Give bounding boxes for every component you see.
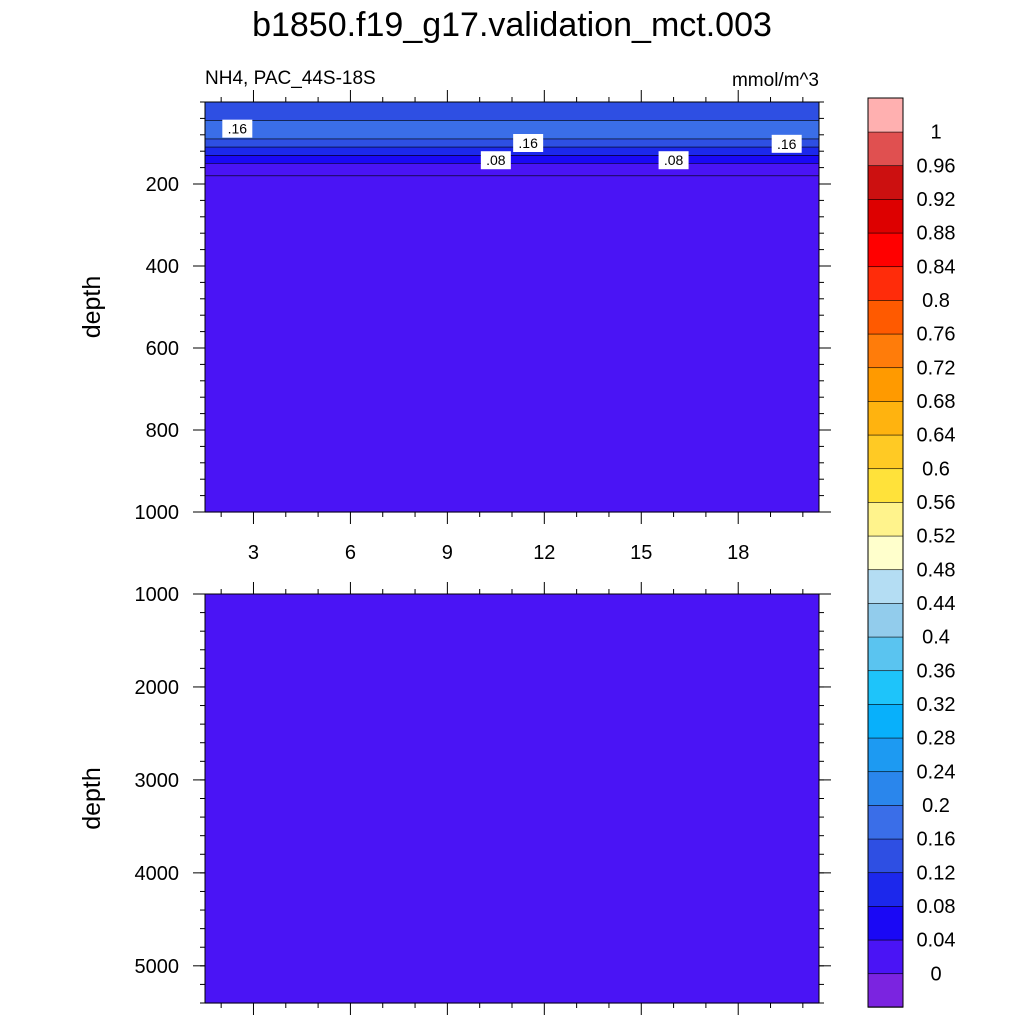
depth-band [205, 594, 819, 1004]
x-tick-label: 9 [442, 542, 453, 564]
depth-band [205, 138, 819, 148]
colorbar-label: 0.56 [917, 492, 956, 514]
contour-label: .08 [664, 152, 684, 168]
contour-label-box [480, 151, 511, 170]
colorbar: 0 0.04 0.08 0.12 0.16 0.2 0.24 0.28 0.32 0.36 0.4 0… [867, 97, 956, 1008]
x-axis: 3 6 9 12 15 18 [248, 542, 749, 564]
colorbar-swatch [867, 367, 904, 402]
colorbar-label: 0.6 [922, 458, 950, 480]
colorbar-label: 0.88 [917, 223, 956, 245]
colorbar-label: 0.48 [917, 559, 956, 581]
y-tick-label: 1000 [135, 502, 180, 524]
colorbar-swatch [867, 468, 904, 503]
subtitle-left: NH4, PAC_44S-18S [205, 68, 376, 89]
colorbar-swatch [867, 636, 904, 672]
colorbar-label: 0.16 [917, 829, 956, 851]
colorbar-swatch [867, 400, 904, 436]
y-tick-label: 4000 [135, 863, 180, 885]
y-tick-label: 5000 [135, 956, 180, 978]
contour-label-box [513, 134, 544, 152]
depth-band [205, 102, 819, 122]
colorbar-swatch [867, 670, 904, 705]
colorbar-label: 0.12 [917, 862, 956, 884]
colorbar-swatch [867, 703, 904, 739]
colorbar-label: 0.08 [917, 896, 956, 918]
contour-label-box [771, 134, 802, 153]
colorbar-label: 0.84 [917, 256, 956, 278]
x-tick-label: 3 [248, 542, 259, 564]
contour-label: .16 [777, 136, 797, 152]
chart-title: b1850.f19_g17.validation_mct.003 [252, 6, 772, 44]
colorbar-swatch [867, 973, 904, 1008]
colorbar-label: 0.36 [917, 660, 956, 682]
colorbar-swatch [867, 905, 904, 941]
colorbar-label: 0.68 [917, 391, 956, 413]
colorbar-swatch [867, 232, 904, 268]
colorbar-swatch [867, 198, 904, 234]
depth-band [205, 155, 819, 165]
colorbar-swatch [867, 299, 904, 335]
colorbar-label: 0.52 [917, 526, 956, 548]
colorbar-label: 1 [930, 122, 941, 144]
colorbar-frame [867, 97, 904, 1008]
y-axis-label: depth [78, 276, 106, 339]
lower-panel: 1000 2000 3000 4000 5000 depth [78, 582, 831, 1015]
contour-label: .08 [486, 152, 506, 168]
colorbar-swatch [867, 434, 904, 470]
colorbar-label: 0.92 [917, 189, 956, 211]
y-axis-label: depth [78, 767, 106, 830]
colorbar-label: 0.96 [917, 155, 956, 177]
colorbar-swatch [867, 771, 904, 806]
x-tick-label: 6 [345, 542, 356, 564]
x-tick-label: 15 [630, 542, 652, 564]
contour-label: .16 [228, 121, 248, 137]
colorbar-swatch [867, 333, 904, 369]
colorbar-label: 0.24 [917, 761, 956, 783]
colorbar-label: 0.72 [917, 357, 956, 379]
y-tick-label: 1000 [135, 584, 180, 606]
x-tick-label: 12 [533, 542, 555, 564]
colorbar-label: 0.44 [917, 593, 956, 615]
colorbar-label: 0.28 [917, 728, 956, 750]
colorbar-swatch [867, 737, 904, 773]
colorbar-label: 0.2 [922, 795, 950, 817]
colorbar-swatch [867, 535, 904, 571]
colorbar-label: 0.76 [917, 324, 956, 346]
y-tick-label: 200 [146, 174, 179, 196]
colorbar-swatch [867, 569, 904, 604]
colorbar-label: 0.64 [917, 425, 956, 447]
colorbar-label: 0.4 [922, 627, 950, 649]
subtitle-right: mmol/m^3 [732, 70, 819, 91]
y-tick-label: 400 [146, 256, 179, 278]
depth-band [205, 147, 819, 156]
colorbar-label: 0.32 [917, 694, 956, 716]
depth-band [205, 163, 819, 177]
contour-label-box [658, 151, 689, 170]
colorbar-swatch [867, 266, 904, 301]
y-tick-label: 800 [146, 420, 179, 442]
colorbar-swatch [867, 501, 904, 537]
depth-band [205, 120, 819, 140]
colorbar-label: 0.04 [917, 930, 956, 952]
contour-label-box [222, 119, 253, 138]
contour-label: .16 [518, 135, 538, 151]
colorbar-swatch [867, 131, 904, 167]
colorbar-swatch [867, 165, 904, 200]
colorbar-swatch [867, 804, 904, 840]
colorbar-label: 0.8 [922, 290, 950, 312]
colorbar-swatch [867, 939, 904, 975]
colorbar-swatch [867, 602, 904, 638]
x-tick-label: 18 [727, 542, 749, 564]
depth-band [205, 175, 819, 513]
upper-panel: .16 .16 .08 .08 .16 200 400 600 800 1000 depth [78, 90, 831, 524]
colorbar-swatch [867, 97, 904, 133]
colorbar-label: 0 [930, 963, 941, 985]
y-tick-label: 2000 [135, 677, 180, 699]
y-tick-label: 600 [146, 338, 179, 360]
colorbar-swatch [867, 872, 904, 907]
colorbar-swatch [867, 838, 904, 874]
y-tick-label: 3000 [135, 770, 180, 792]
